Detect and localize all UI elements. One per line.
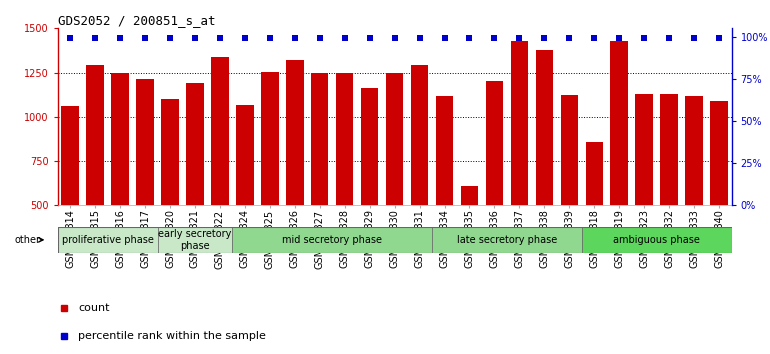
Point: [339, 35, 351, 40]
Bar: [611, 41, 628, 205]
Point: [464, 35, 476, 40]
Bar: [386, 73, 403, 205]
Point: [514, 35, 526, 40]
Bar: [486, 81, 503, 205]
Point: [89, 35, 102, 40]
Point: [313, 35, 326, 40]
Point: [164, 35, 176, 40]
Bar: [536, 50, 553, 205]
Point: [688, 35, 700, 40]
Bar: [685, 97, 703, 205]
Bar: [561, 95, 578, 205]
Text: mid secretory phase: mid secretory phase: [283, 235, 382, 245]
Point: [214, 35, 226, 40]
Point: [488, 35, 500, 40]
Bar: [62, 106, 79, 205]
Bar: [336, 73, 353, 205]
Text: late secretory phase: late secretory phase: [457, 235, 557, 245]
Text: count: count: [78, 303, 109, 313]
Bar: [161, 99, 179, 205]
Point: [413, 35, 426, 40]
Bar: [511, 41, 528, 205]
Bar: [158, 227, 233, 253]
Bar: [661, 94, 678, 205]
Point: [713, 35, 725, 40]
Point: [638, 35, 651, 40]
Point: [563, 35, 575, 40]
Point: [438, 35, 450, 40]
Point: [588, 35, 601, 40]
Bar: [233, 227, 432, 253]
Point: [289, 35, 301, 40]
Point: [663, 35, 675, 40]
Bar: [261, 72, 279, 205]
Text: ambiguous phase: ambiguous phase: [613, 235, 700, 245]
Point: [538, 35, 551, 40]
Bar: [582, 227, 732, 253]
Bar: [411, 65, 428, 205]
Point: [388, 35, 400, 40]
Point: [613, 35, 625, 40]
Bar: [635, 94, 653, 205]
Text: other: other: [15, 235, 41, 245]
Bar: [86, 65, 104, 205]
Bar: [112, 73, 129, 205]
Text: GDS2052 / 200851_s_at: GDS2052 / 200851_s_at: [58, 14, 216, 27]
Bar: [311, 73, 329, 205]
Point: [189, 35, 201, 40]
Bar: [211, 57, 229, 205]
Point: [263, 35, 276, 40]
Bar: [710, 101, 728, 205]
Bar: [136, 79, 154, 205]
Text: proliferative phase: proliferative phase: [62, 235, 153, 245]
Bar: [236, 105, 253, 205]
Point: [363, 35, 376, 40]
Bar: [286, 60, 303, 205]
Bar: [460, 186, 478, 205]
Text: percentile rank within the sample: percentile rank within the sample: [78, 331, 266, 341]
Bar: [58, 227, 158, 253]
Point: [114, 35, 126, 40]
Bar: [361, 88, 378, 205]
Bar: [436, 96, 454, 205]
Point: [239, 35, 251, 40]
Text: early secretory
phase: early secretory phase: [159, 229, 232, 251]
Bar: [585, 142, 603, 205]
Bar: [186, 83, 204, 205]
Point: [64, 35, 76, 40]
Bar: [432, 227, 582, 253]
Point: [139, 35, 151, 40]
